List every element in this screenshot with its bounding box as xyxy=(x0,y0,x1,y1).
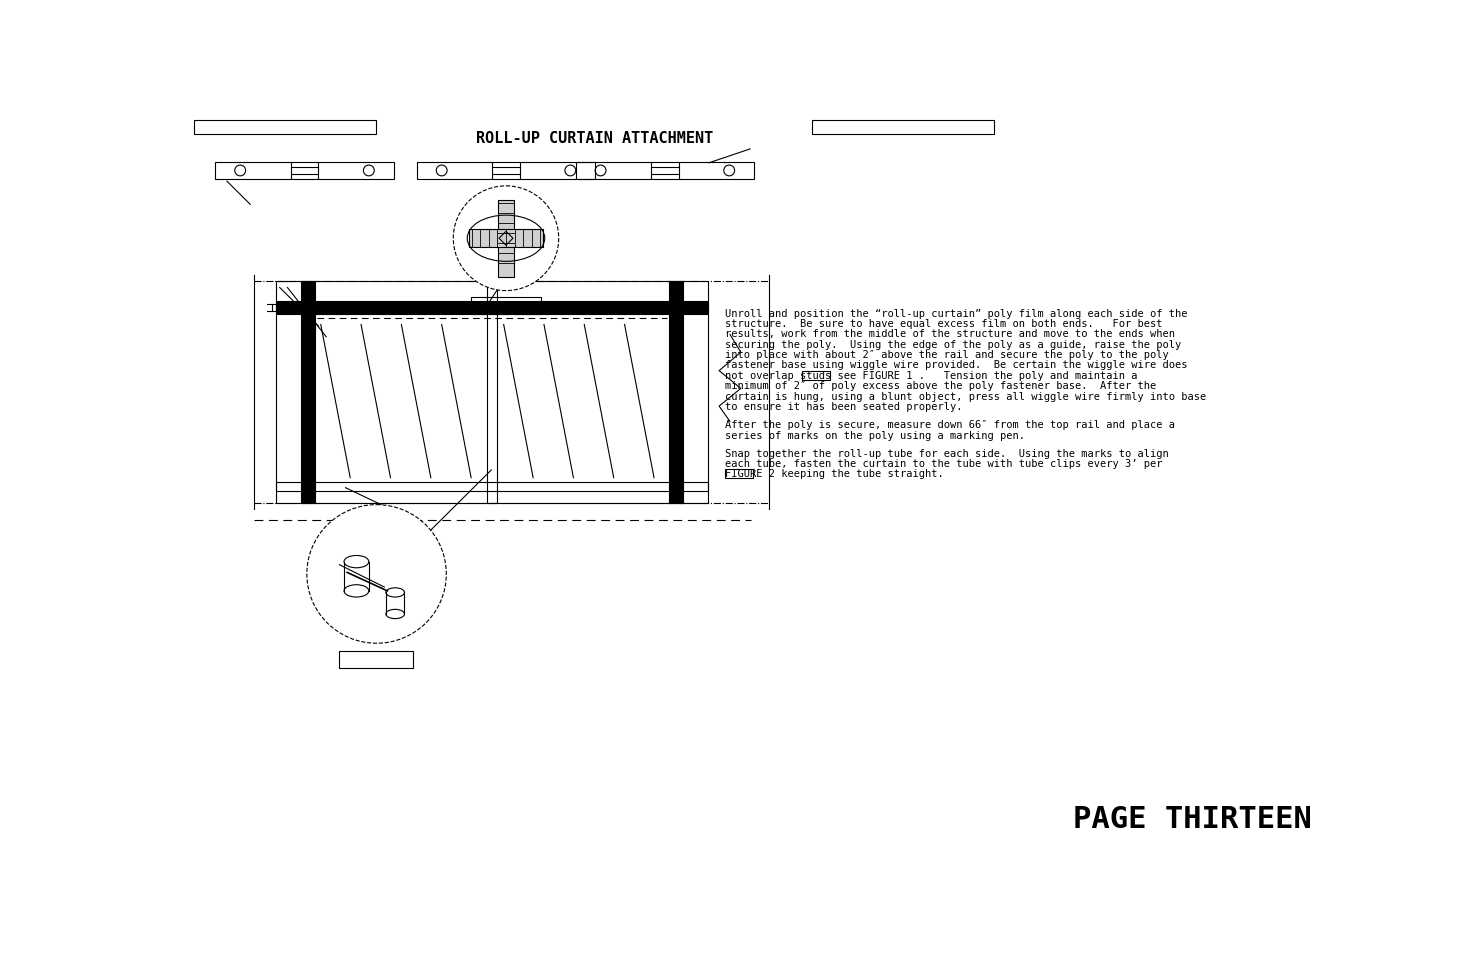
Text: to ensure it has been seated properly.: to ensure it has been seated properly. xyxy=(726,401,963,412)
Bar xyxy=(726,470,754,478)
Bar xyxy=(499,200,513,277)
Bar xyxy=(193,120,376,134)
Text: results, work from the middle of the structure and move to the ends when: results, work from the middle of the str… xyxy=(726,329,1176,339)
Text: fastener base using wiggle wire provided.  Be certain the wiggle wire does: fastener base using wiggle wire provided… xyxy=(726,360,1187,370)
Text: not overlap studs see FIGURE 1 .   Tension the poly and maintain a: not overlap studs see FIGURE 1 . Tension… xyxy=(726,371,1137,380)
Text: Unroll and position the “roll-up curtain” poly film along each side of the: Unroll and position the “roll-up curtain… xyxy=(726,308,1187,318)
Bar xyxy=(575,163,754,180)
Circle shape xyxy=(307,505,447,643)
Bar xyxy=(276,282,708,503)
Text: securing the poly.  Using the edge of the poly as a guide, raise the poly: securing the poly. Using the edge of the… xyxy=(726,339,1181,350)
Text: ROLL-UP CURTAIN ATTACHMENT: ROLL-UP CURTAIN ATTACHMENT xyxy=(476,132,714,146)
Bar xyxy=(469,230,543,248)
Text: PAGE THIRTEEN: PAGE THIRTEEN xyxy=(1074,804,1311,834)
Bar xyxy=(668,282,683,503)
Bar xyxy=(802,372,830,380)
Text: into place with about 2″ above the rail and secure the poly to the poly: into place with about 2″ above the rail … xyxy=(726,350,1170,359)
Text: series of marks on the poly using a marking pen.: series of marks on the poly using a mark… xyxy=(726,430,1025,440)
Bar xyxy=(276,482,708,491)
Bar xyxy=(471,297,541,314)
Text: After the poly is secure, measure down 66″ from the top rail and place a: After the poly is secure, measure down 6… xyxy=(726,419,1176,430)
Bar xyxy=(301,282,316,503)
Bar xyxy=(813,120,994,134)
Text: curtain is hung, using a blunt object, press all wiggle wire firmly into base: curtain is hung, using a blunt object, p… xyxy=(726,392,1207,401)
Bar xyxy=(487,282,497,503)
Text: each tube, fasten the curtain to the tube with tube clips every 3’ per: each tube, fasten the curtain to the tub… xyxy=(726,458,1162,469)
Circle shape xyxy=(453,187,559,292)
Text: FIGURE 2 keeping the tube straight.: FIGURE 2 keeping the tube straight. xyxy=(726,469,944,479)
Bar xyxy=(276,302,708,314)
Text: Snap together the roll-up tube for each side.  Using the marks to align: Snap together the roll-up tube for each … xyxy=(726,448,1170,458)
Text: structure.  Be sure to have equal excess film on both ends.   For best: structure. Be sure to have equal excess … xyxy=(726,318,1162,329)
Bar xyxy=(215,163,394,180)
Text: minimum of 2″ of poly excess above the poly fastener base.  After the: minimum of 2″ of poly excess above the p… xyxy=(726,381,1156,391)
Bar xyxy=(417,163,594,180)
Bar xyxy=(339,651,413,668)
